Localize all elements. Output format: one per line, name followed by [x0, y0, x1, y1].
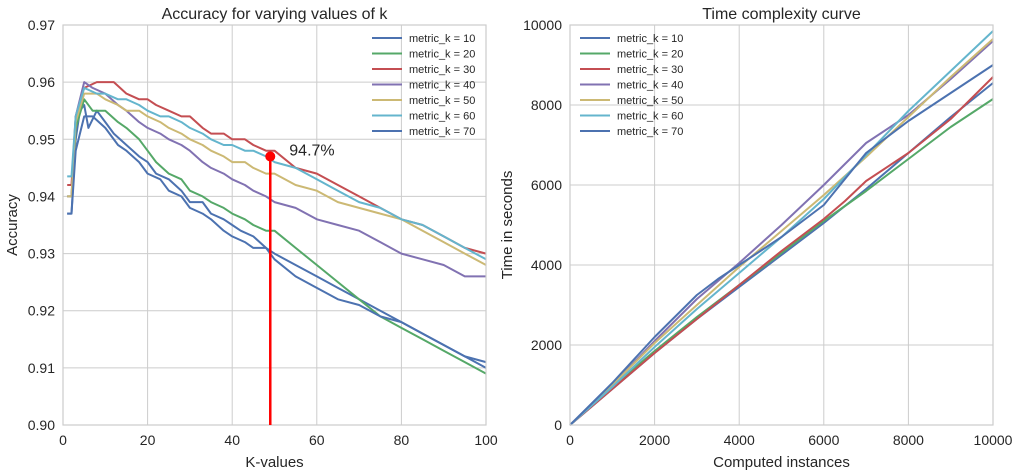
y-tick-label: 2000	[531, 337, 562, 353]
series-line-6	[67, 86, 487, 261]
y-tick-label: 0.92	[28, 303, 55, 319]
series-line-5	[67, 92, 487, 266]
legend: metric_k = 10 metric_k = 20 metric_k = 30 m…	[580, 33, 683, 138]
legend-entry: metric_k = 10	[409, 33, 475, 45]
x-tick-label: 4000	[724, 432, 755, 448]
series-line-1	[67, 104, 487, 369]
x-tick-label: 0	[59, 432, 67, 448]
y-tick-label: 0.90	[28, 417, 55, 433]
legend-entry: metric_k = 50	[409, 95, 475, 107]
x-tick-label: 0	[566, 432, 574, 448]
x-tick-label: 80	[394, 432, 410, 448]
legend-entry: metric_k = 60	[617, 111, 683, 123]
legend-entry: metric_k = 10	[617, 33, 683, 45]
series-line-7	[67, 115, 487, 364]
plot-frame	[569, 24, 994, 426]
plot-area	[63, 25, 486, 425]
legend-entry: metric_k = 30	[617, 64, 683, 76]
legend-entry: metric_k = 30	[409, 64, 475, 76]
x-tick-label: 10000	[974, 432, 1013, 448]
series-line-3	[569, 76, 994, 426]
x-tick-label: 60	[309, 432, 325, 448]
legend-entry: metric_k = 70	[409, 126, 475, 138]
y-tick-label: 4000	[531, 257, 562, 273]
y-tick-label: 8000	[531, 97, 562, 113]
series-line-2	[569, 98, 994, 426]
legend: metric_k = 10 metric_k = 20 metric_k = 30 m…	[372, 33, 475, 138]
legend-entry: metric_k = 50	[617, 95, 683, 107]
plot-frame	[62, 24, 487, 426]
series-group	[569, 30, 994, 426]
y-axis-label: Accuracy	[4, 194, 21, 256]
y-tick-label: 6000	[531, 177, 562, 193]
y-tick-label: 0.91	[28, 360, 55, 376]
annotation-label: 94.7%	[289, 142, 334, 159]
x-tick-label: 8000	[893, 432, 924, 448]
x-axis-label: K-values	[245, 454, 303, 471]
x-tick-label: 2000	[639, 432, 670, 448]
x-tick-label: 100	[474, 432, 498, 448]
legend-entry: metric_k = 20	[409, 49, 475, 61]
series-line-5	[569, 38, 994, 426]
y-tick-label: 0	[554, 417, 562, 433]
x-tick-label: 20	[140, 432, 156, 448]
y-tick-label: 0.96	[28, 74, 55, 90]
time-complexity-chart: 0 2000 4000 6000 8000 10000 0 2000 4000 6000 8000 1…	[499, 6, 1013, 471]
chart-title: Accuracy for varying values of k	[162, 6, 389, 23]
y-tick-label: 0.97	[28, 17, 55, 33]
x-tick-label: 6000	[808, 432, 839, 448]
y-tick-label: 0.95	[28, 131, 55, 147]
y-tick-label: 0.94	[28, 188, 55, 204]
y-tick-label: 10000	[523, 17, 562, 33]
x-tick-label: 40	[224, 432, 240, 448]
x-axis-label: Computed instances	[713, 454, 850, 471]
series-line-7	[569, 64, 994, 426]
legend-entry: metric_k = 60	[409, 111, 475, 123]
series-group	[67, 81, 487, 375]
legend-entry: metric_k = 40	[409, 80, 475, 92]
annotation-point	[265, 151, 276, 162]
chart-title: Time complexity curve	[702, 6, 861, 23]
legend-entry: metric_k = 40	[617, 80, 683, 92]
y-axis-label: Time in seconds	[499, 171, 516, 280]
legend-entry: metric_k = 20	[617, 49, 683, 61]
legend-entry: metric_k = 70	[617, 126, 683, 138]
accuracy-chart: 0 20 40 60 80 100 0.90 0.91 0.92 0.93 0.94 0.95 0.96…	[4, 6, 498, 471]
y-tick-label: 0.93	[28, 246, 55, 262]
